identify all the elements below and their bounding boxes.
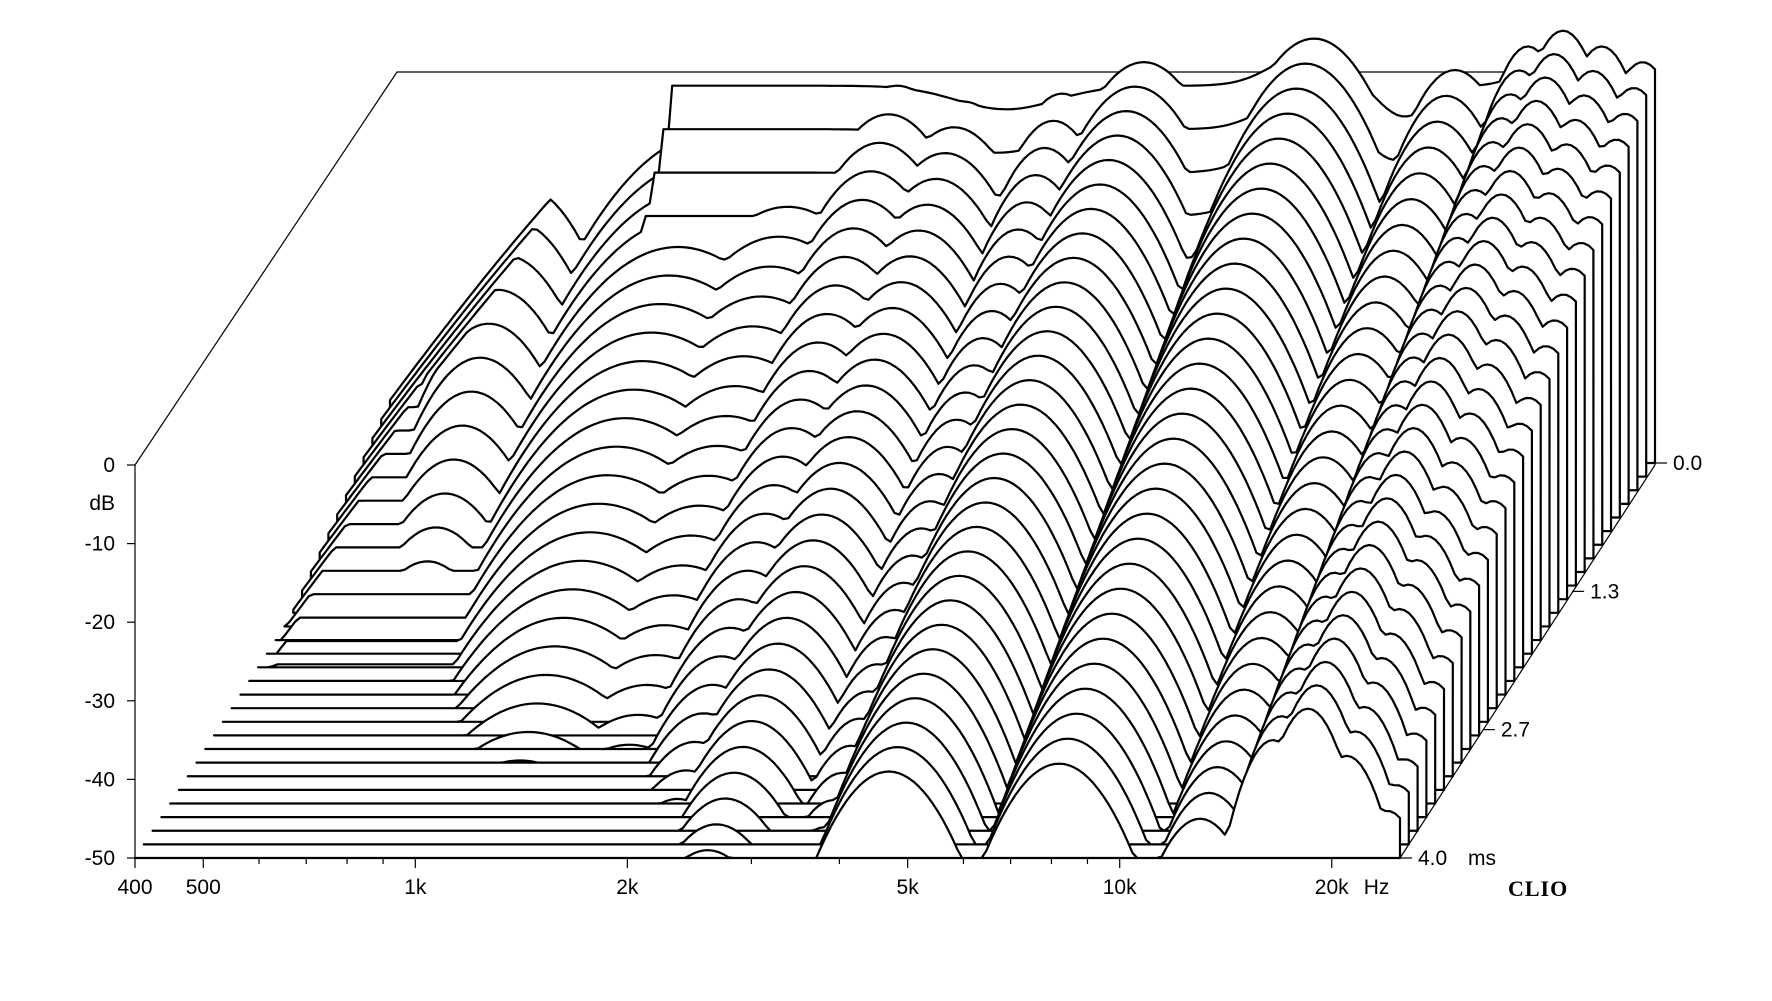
x-tick-label: 10k	[1103, 876, 1137, 899]
x-tick-label: 1k	[404, 876, 427, 899]
x-unit-label: Hz	[1364, 876, 1390, 899]
y-tick-label: 0	[103, 454, 115, 477]
y-unit-label: dB	[89, 492, 115, 515]
brand-logo-text: CLIO	[1508, 876, 1568, 901]
y-tick-label: -20	[85, 611, 115, 634]
y-tick-label: -30	[85, 690, 115, 713]
depth-axis	[1399, 464, 1656, 859]
time-tick-label: 0.0	[1673, 452, 1702, 475]
time-tick-label: 1.3	[1590, 580, 1619, 603]
y-tick-label: -10	[85, 533, 115, 556]
time-unit-label: ms	[1468, 847, 1496, 870]
x-tick-label: 500	[186, 876, 221, 899]
time-tick-label: 4.0	[1418, 847, 1447, 870]
x-tick-label: 5k	[897, 876, 920, 899]
x-tick-label: 400	[117, 876, 152, 899]
axis-labels: 0 -10 -20 -30 -40 -50 dB 400 500 1k 2k 5k 10k 20k Hz 0.…	[85, 452, 1703, 899]
x-tick-label: 20k	[1315, 876, 1349, 899]
decay-slices	[133, 29, 1657, 860]
x-tick-label: 2k	[616, 876, 639, 899]
axes	[127, 462, 1667, 868]
y-tick-label: -50	[85, 847, 115, 870]
time-tick-label: 2.7	[1501, 719, 1530, 742]
y-tick-label: -40	[85, 768, 115, 791]
